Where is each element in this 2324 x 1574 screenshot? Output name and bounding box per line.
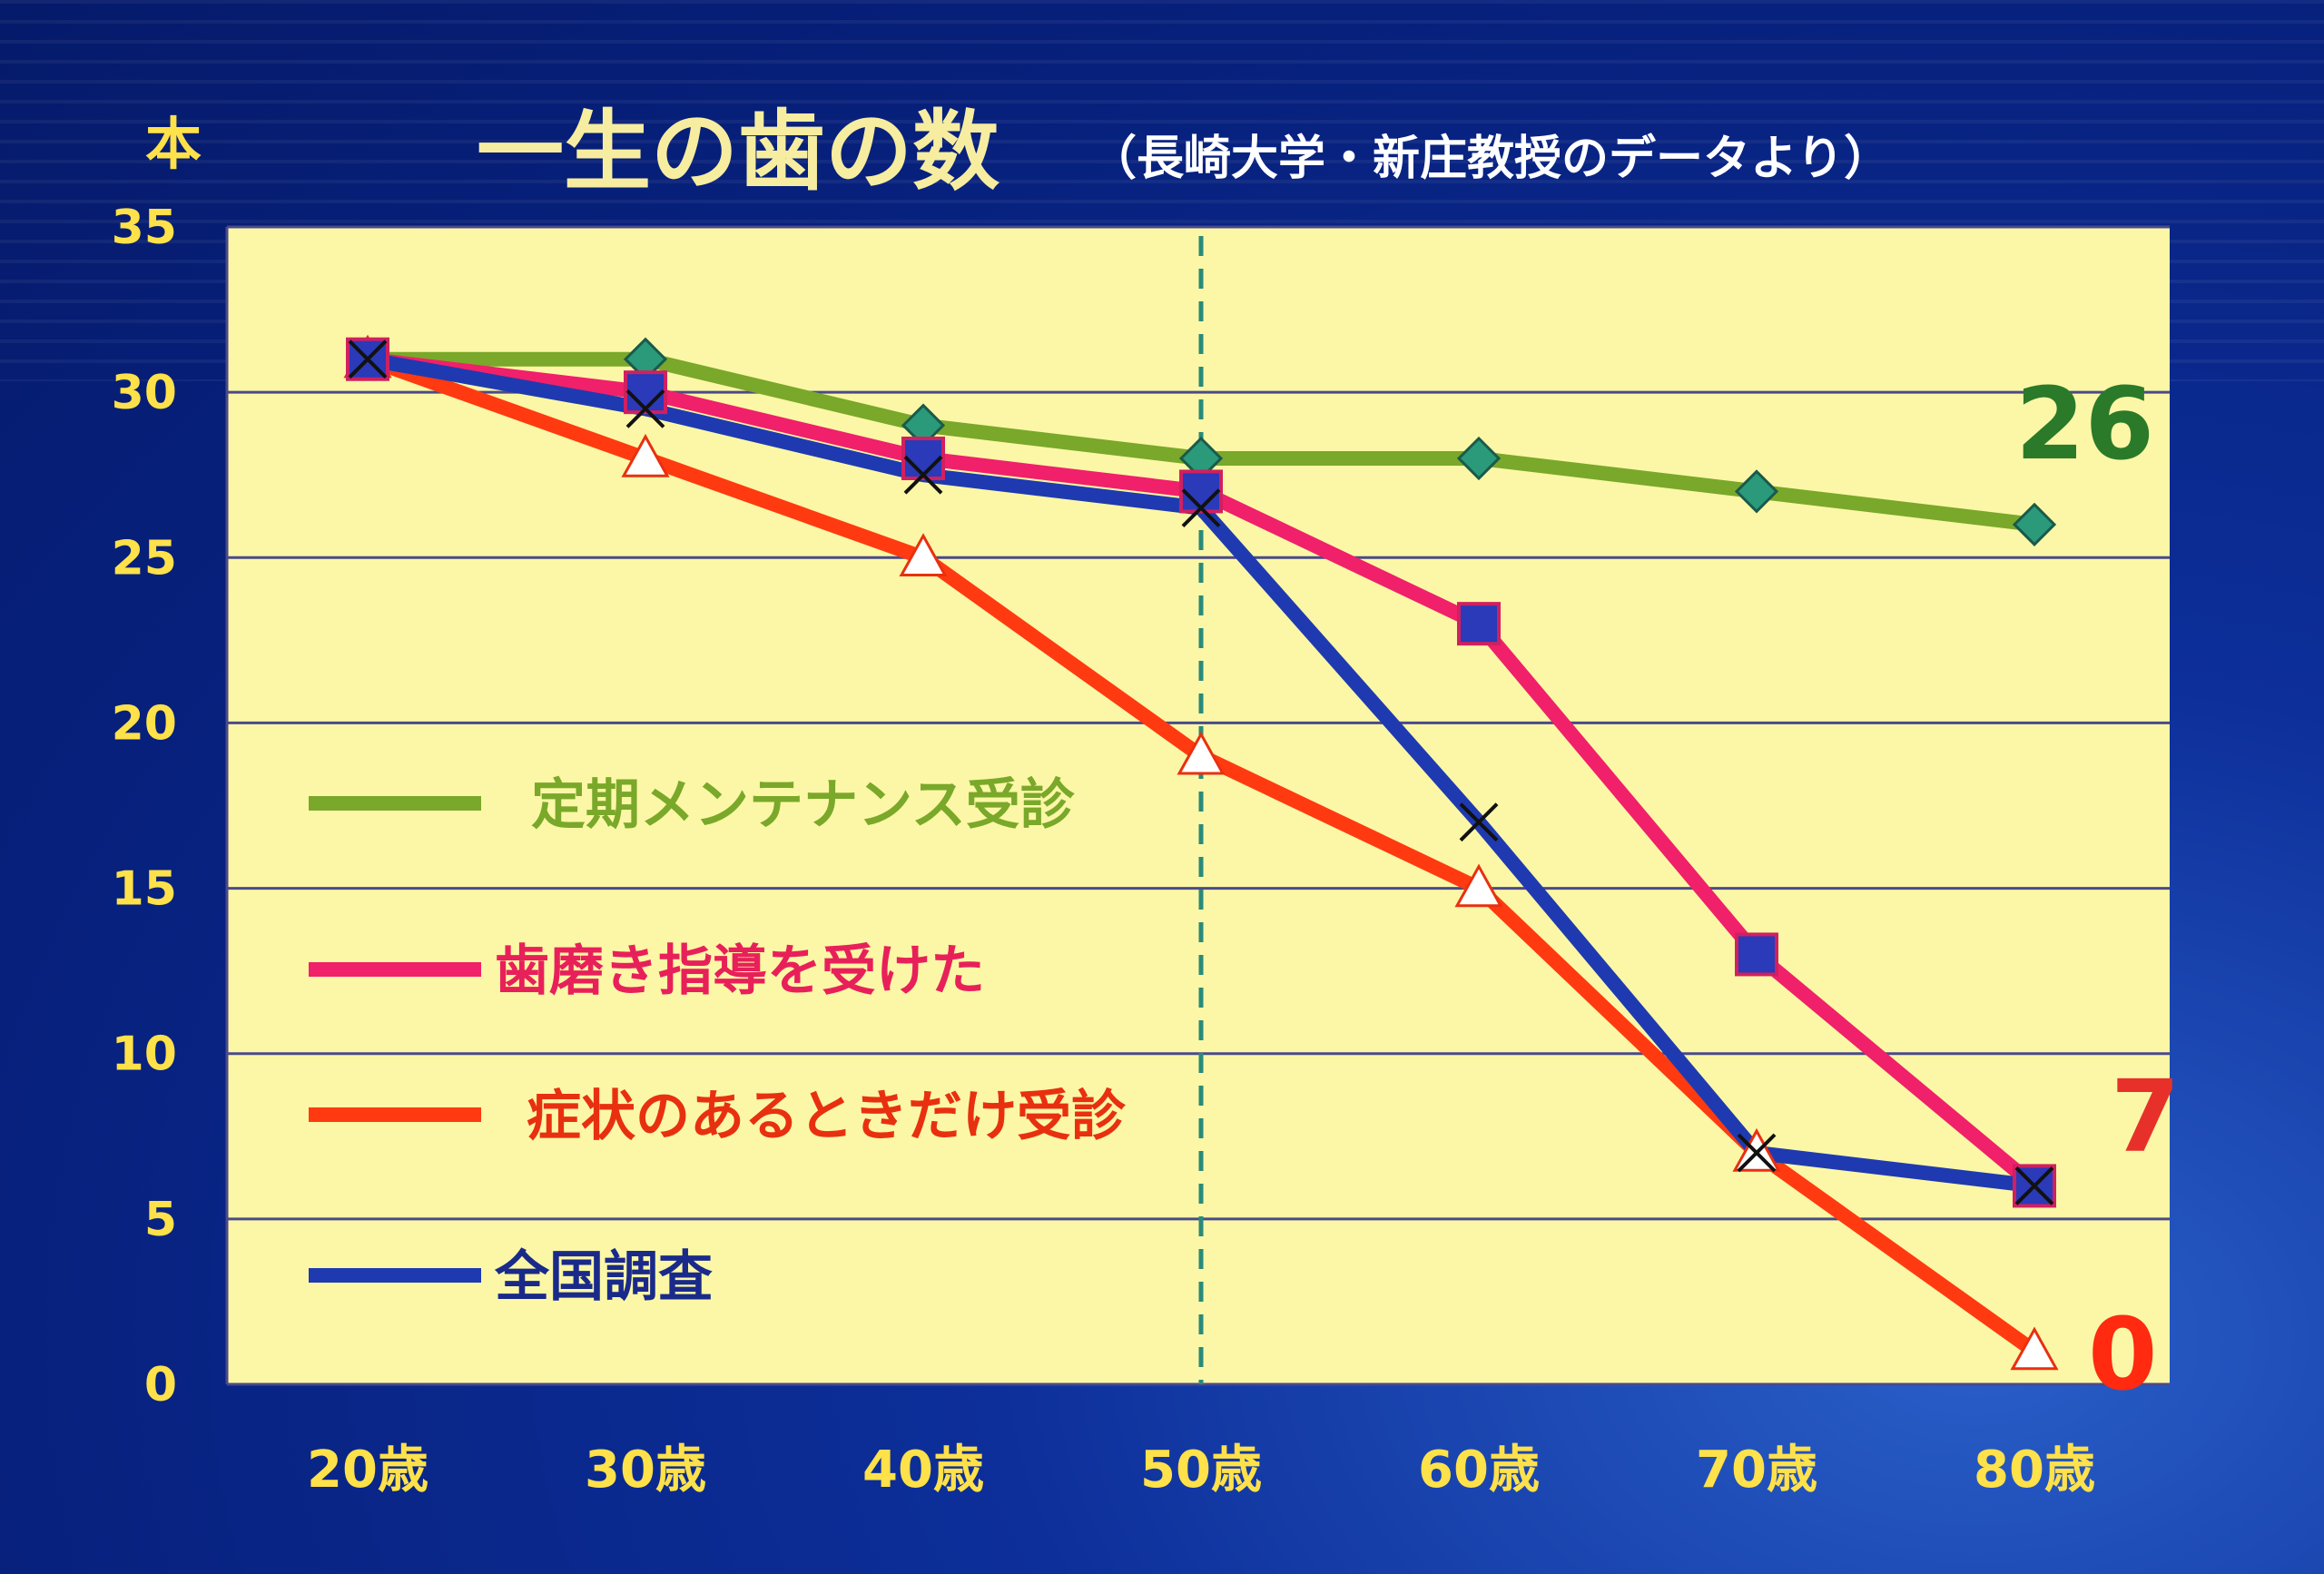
x-tick-label: 70歳 [1696, 1441, 1817, 1500]
legend-label-1: 歯磨き指導を受けた [495, 939, 985, 1003]
plot-area [227, 227, 2170, 1384]
data-point-s3-4 [1459, 802, 1499, 842]
data-point-s1-4 [1457, 602, 1501, 646]
data-point-s0-6 [2012, 502, 2057, 546]
legend-label-0: 定期メンテナンス受診 [531, 773, 1076, 837]
end-labels: 26 7 0 [2015, 366, 2181, 1412]
data-point-s0-4 [1456, 436, 1502, 481]
x-tick-label: 60歳 [1418, 1441, 1540, 1500]
data-point-s2-4 [1454, 863, 1503, 908]
data-point-s1-3 [1179, 469, 1223, 514]
data-point-s2-6 [2010, 1326, 2059, 1371]
data-point-s1-5 [1735, 932, 1778, 977]
end-label-2: 0 [2088, 1296, 2158, 1412]
data-point-s3-1 [625, 389, 665, 428]
data-point-s2-3 [1177, 731, 1226, 775]
data-point-s1-2 [901, 437, 945, 480]
data-point-s3-6 [2014, 1166, 2054, 1205]
y-tick-label: 15 [112, 862, 177, 917]
end-label-1: 7 [2111, 1058, 2181, 1175]
x-tick-label: 40歳 [862, 1441, 984, 1500]
x-tick-label: 20歳 [307, 1441, 428, 1500]
x-tick-label: 80歳 [1974, 1441, 2095, 1500]
y-tick-label: 30 [112, 366, 177, 420]
y-tick-label: 5 [144, 1193, 177, 1247]
y-axis-unit-label: 本 [145, 111, 202, 177]
x-axis-ticks: 20歳 30歳 40歳 50歳 60歳 70歳 80歳 [307, 1441, 2095, 1500]
data-point-s2-2 [899, 533, 948, 576]
chart-title: 一生の歯の数 [477, 101, 1000, 202]
data-point-s3-2 [903, 455, 943, 495]
series-lines [343, 334, 2059, 1371]
data-point-s0-5 [1734, 469, 1779, 514]
grid-lines [225, 225, 2170, 1386]
data-point-s1-1 [624, 370, 667, 415]
data-point-s2-1 [621, 433, 670, 477]
y-tick-label: 25 [112, 531, 177, 585]
x-tick-label: 50歳 [1140, 1441, 1262, 1500]
y-tick-label: 35 [112, 201, 177, 255]
data-point-s3-5 [1737, 1133, 1777, 1173]
data-point-s3-0 [348, 339, 388, 379]
y-tick-label: 0 [144, 1358, 177, 1412]
y-tick-label: 10 [112, 1028, 177, 1082]
y-tick-label: 20 [112, 696, 177, 751]
x-tick-label: 30歳 [585, 1441, 706, 1500]
end-label-0: 26 [2015, 366, 2154, 482]
y-axis-ticks: 0 5 10 15 20 25 30 35 [112, 201, 177, 1412]
legend-label-2: 症状のあるときだけ受診 [527, 1085, 1127, 1148]
chart-subtitle: （長崎大学・新庄教授のデータより） [1089, 132, 1891, 186]
legend-label-3: 全国調査 [494, 1245, 713, 1309]
data-point-s3-3 [1181, 488, 1221, 528]
